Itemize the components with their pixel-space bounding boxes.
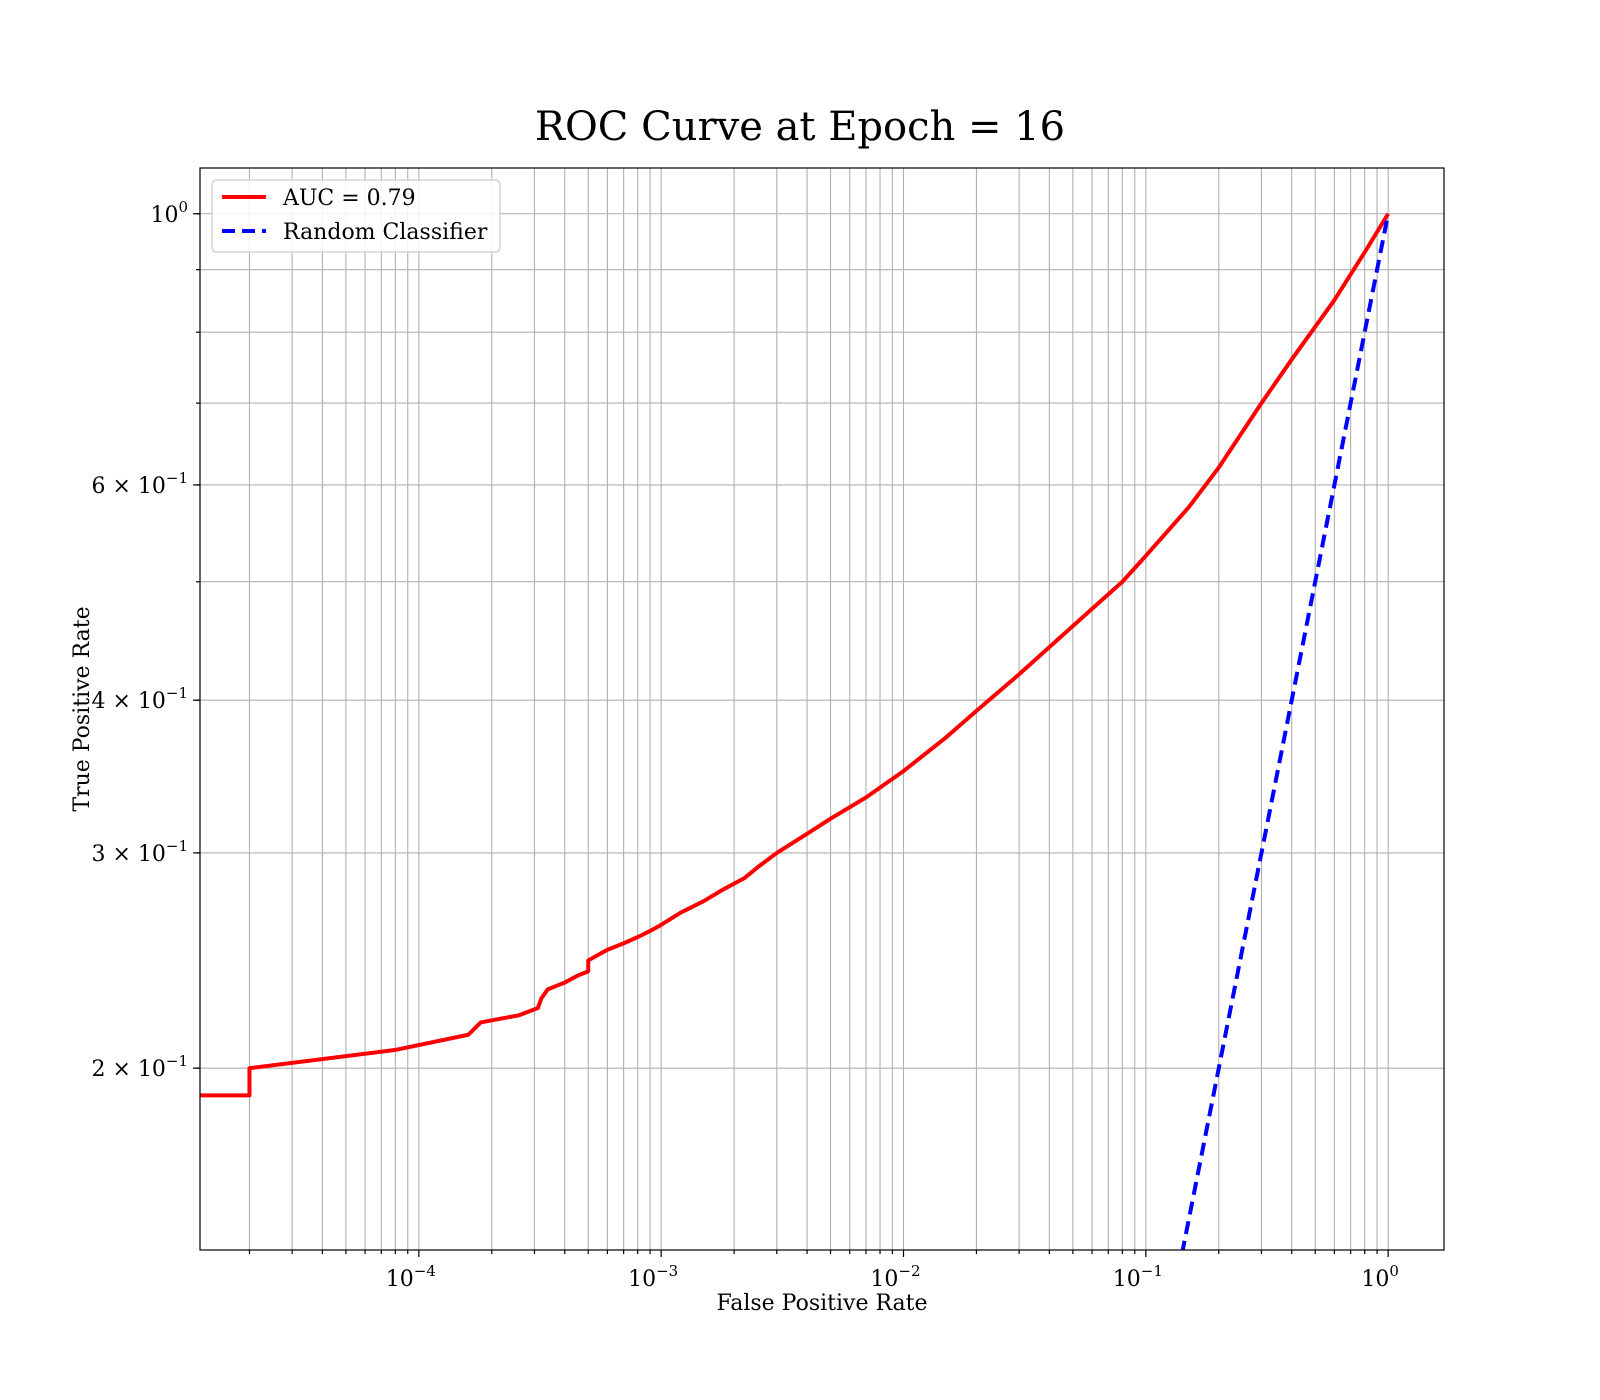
y-tick-label: 4 × 10−1 [91,684,188,714]
chart-title: ROC Curve at Epoch = 16 [535,104,1065,150]
x-axis-ticks: 10−4 10−3 10−2 10−1 100 [248,1250,1399,1292]
y-axis-label: True Positive Rate [70,606,95,811]
y-tick-label: 3 × 10−1 [91,837,188,867]
x-tick-label: 10−4 [386,1262,436,1292]
random-classifier-line [1180,213,1391,1250]
y-tick-label: 6 × 10−1 [91,469,188,499]
x-tick-label: 10−3 [628,1262,678,1292]
x-tick-label: 100 [1361,1262,1399,1292]
x-axis-label: False Positive Rate [716,1291,927,1316]
x-tick-label: 10−2 [870,1262,920,1292]
roc-curve-line [200,212,1390,1098]
legend-label-auc: AUC = 0.79 [282,186,416,211]
legend: AUC = 0.79 Random Classifier [211,179,501,253]
y-axis-ticks: 100 6 × 10−1 4 × 10−1 3 × 10−1 2 × 10−1 [91,198,200,1082]
y-tick-label: 100 [150,198,188,228]
legend-box [211,179,501,253]
legend-label-random: Random Classifier [283,220,488,245]
grid [200,168,1444,1250]
x-tick-label: 10−1 [1113,1262,1163,1292]
y-tick-label: 2 × 10−1 [91,1052,188,1082]
plot-frame [199,167,1445,1251]
plot-series [200,212,1391,1250]
